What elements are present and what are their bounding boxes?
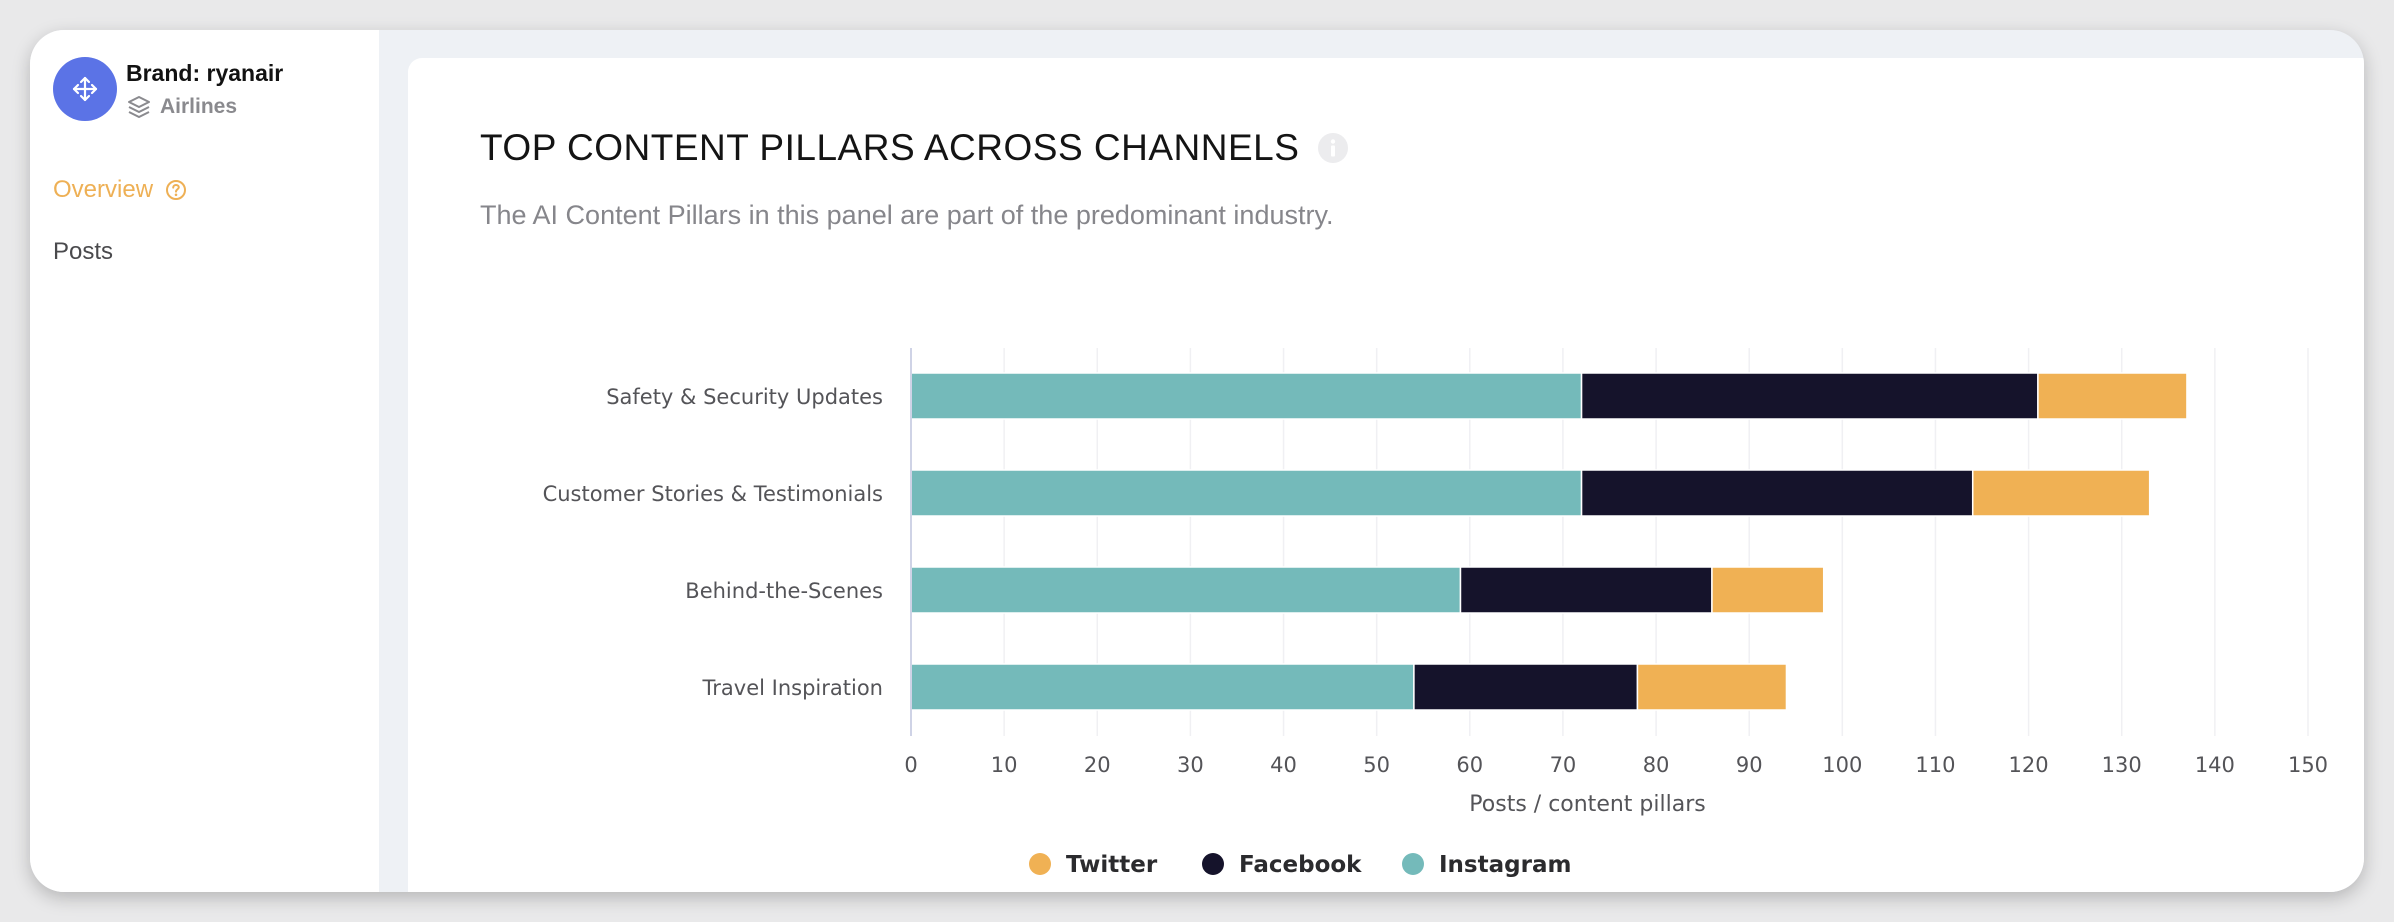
x-tick-label: 70	[1550, 753, 1577, 777]
x-tick-label: 130	[2102, 753, 2142, 777]
x-tick-label: 50	[1363, 753, 1390, 777]
nav-item-posts[interactable]: Posts	[53, 238, 114, 265]
bar-segment[interactable]	[1971, 469, 2151, 517]
x-tick-label: 100	[1822, 753, 1862, 777]
brand-name: Brand: ryanair	[126, 60, 284, 86]
x-tick-label: 150	[2288, 753, 2328, 777]
bar-segment[interactable]	[910, 469, 1583, 517]
bar-segment[interactable]	[1413, 663, 1639, 711]
bar-segment[interactable]	[910, 372, 1583, 420]
x-tick-label: 20	[1084, 753, 1111, 777]
x-tick-label: 40	[1270, 753, 1297, 777]
stacked-bar-chart: Safety & Security Updates Customer Storie…	[543, 348, 2328, 878]
x-tick-label: 0	[904, 753, 917, 777]
brand-avatar[interactable]	[53, 57, 117, 121]
x-tick-label: 80	[1643, 753, 1670, 777]
bar-segment[interactable]	[910, 566, 1462, 614]
x-tick-label: 120	[2009, 753, 2049, 777]
bar-segment[interactable]	[1580, 469, 1974, 517]
x-tick-label: 60	[1456, 753, 1483, 777]
panel-title-row: TOP CONTENT PILLARS ACROSS CHANNELS	[480, 127, 1349, 169]
app-window: Brand: ryanair Airlines Overview Posts T	[30, 30, 2364, 892]
bar-segment[interactable]	[1580, 372, 2039, 420]
category-label: Travel Inspiration	[702, 676, 883, 700]
bar-segment[interactable]	[2037, 372, 2188, 420]
question-circle-icon[interactable]	[165, 179, 187, 201]
panel-subtitle: The AI Content Pillars in this panel are…	[480, 200, 1334, 230]
bar-segment[interactable]	[1459, 566, 1713, 614]
category-label: Behind-the-Scenes	[685, 579, 883, 603]
x-axis-title: Posts / content pillars	[1469, 792, 1705, 817]
move-arrows-icon	[72, 76, 98, 102]
x-tick-label: 140	[2195, 753, 2235, 777]
content-pillars-panel: TOP CONTENT PILLARS ACROSS CHANNELS The …	[408, 58, 2364, 892]
bar-segment[interactable]	[1711, 566, 1825, 614]
legend-swatch	[1402, 853, 1424, 875]
x-tick-label: 90	[1736, 753, 1763, 777]
layers-icon	[128, 96, 150, 118]
nav-item-overview[interactable]: Overview	[53, 176, 187, 204]
panel-title: TOP CONTENT PILLARS ACROSS CHANNELS	[480, 127, 1300, 168]
sidebar: Brand: ryanair Airlines Overview Posts	[30, 30, 379, 892]
x-tick-label: 110	[1915, 753, 1955, 777]
category-label: Customer Stories & Testimonials	[543, 482, 883, 506]
info-circle-icon[interactable]	[1317, 132, 1349, 164]
bar-segment[interactable]	[1636, 663, 1788, 711]
legend-label[interactable]: Twitter	[1066, 852, 1158, 878]
x-tick-label: 30	[1177, 753, 1204, 777]
industry-label: Airlines	[160, 95, 238, 118]
brand-industry: Airlines	[126, 94, 237, 120]
x-tick-label: 10	[991, 753, 1018, 777]
legend-swatch	[1029, 853, 1051, 875]
legend-label[interactable]: Facebook	[1239, 852, 1362, 878]
legend-swatch	[1202, 853, 1224, 875]
category-label: Safety & Security Updates	[606, 385, 883, 409]
nav-overview-label: Overview	[53, 176, 154, 203]
bar-segment[interactable]	[910, 663, 1415, 711]
legend-label[interactable]: Instagram	[1439, 852, 1571, 878]
